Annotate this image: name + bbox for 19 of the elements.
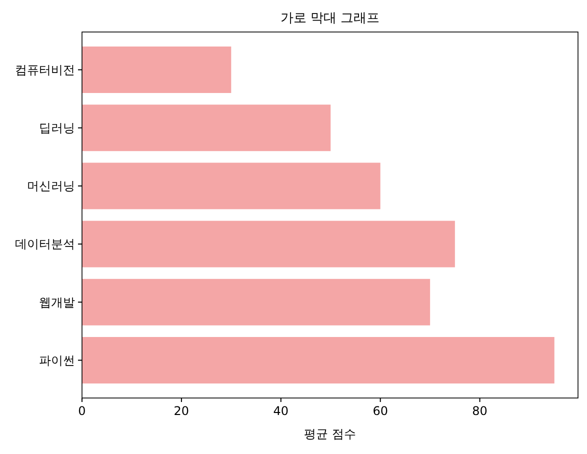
x-tick-label: 0 [78,404,86,418]
y-tick-label: 웹개발 [39,295,75,310]
bar [82,220,455,268]
bar [82,278,430,326]
chart-title: 가로 막대 그래프 [280,11,380,26]
x-tick-label: 60 [372,404,388,418]
bar [82,162,380,210]
y-tick-label: 데이터분석 [15,237,75,252]
y-tick-label: 파이썬 [39,353,75,368]
x-tick-label: 20 [174,404,190,418]
x-tick-label: 40 [273,404,289,418]
x-axis-title: 평균 점수 [304,427,356,441]
bar [82,46,232,93]
y-tick-label: 머신러닝 [27,179,75,194]
x-tick-label: 80 [472,404,488,418]
y-tick-label: 딥러닝 [39,121,75,136]
bar [82,104,331,152]
bar [82,337,554,384]
y-tick-label: 컴퓨터비전 [15,62,75,77]
